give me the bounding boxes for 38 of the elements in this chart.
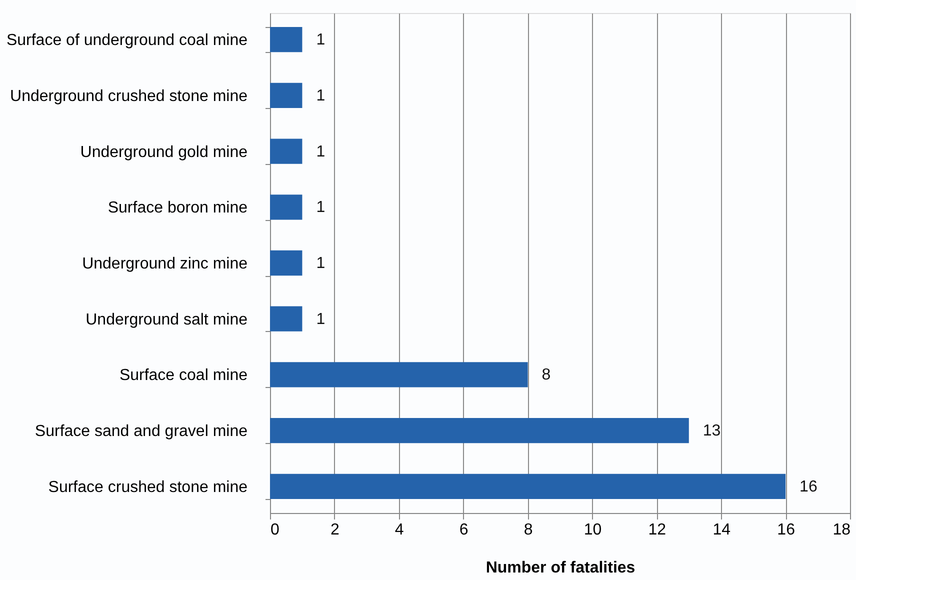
data-label: 1 — [316, 143, 326, 160]
y-tick-label: Underground gold mine — [80, 144, 248, 161]
data-label: 1 — [316, 87, 326, 104]
x-tick-label: 0 — [270, 522, 280, 538]
y-tick-label: Surface coal mine — [119, 367, 248, 384]
y-tick-label: Surface of underground coal mine — [6, 32, 248, 50]
bar — [270, 82, 302, 108]
bar — [270, 418, 689, 444]
data-label: 1 — [316, 32, 326, 49]
y-tick-label: Surface boron mine — [108, 200, 248, 217]
bar — [270, 194, 302, 220]
x-tick-label: 14 — [712, 522, 731, 538]
data-label: 1 — [316, 199, 326, 216]
x-tick-label: 6 — [459, 522, 468, 538]
bar — [270, 306, 302, 332]
x-tick-label: 2 — [330, 522, 340, 538]
x-tick-label: 12 — [648, 522, 666, 538]
y-tick-label: Underground crushed stone mine — [10, 88, 248, 105]
data-label: 16 — [800, 478, 818, 496]
y-tick-label: Surface crushed stone mine — [48, 478, 248, 496]
y-tick-label: Underground zinc mine — [82, 256, 248, 272]
bar — [270, 474, 786, 500]
bar — [270, 26, 302, 52]
x-tick-label: 8 — [524, 522, 533, 538]
data-label: 8 — [542, 366, 551, 384]
data-label: 1 — [316, 310, 326, 328]
y-tick-label: Underground salt mine — [86, 311, 248, 328]
y-tick-label: Surface sand and gravel mine — [34, 423, 248, 440]
x-tick-label: 16 — [777, 522, 796, 538]
x-tick-label: 10 — [584, 522, 602, 538]
bar — [270, 138, 302, 164]
bar — [270, 250, 302, 276]
bar — [270, 362, 528, 388]
x-tick-label: 18 — [832, 522, 851, 538]
data-label: 1 — [316, 255, 326, 272]
x-axis-title: Number of fatalities — [486, 560, 636, 576]
x-tick-label: 4 — [394, 522, 404, 538]
data-label: 13 — [702, 422, 721, 440]
